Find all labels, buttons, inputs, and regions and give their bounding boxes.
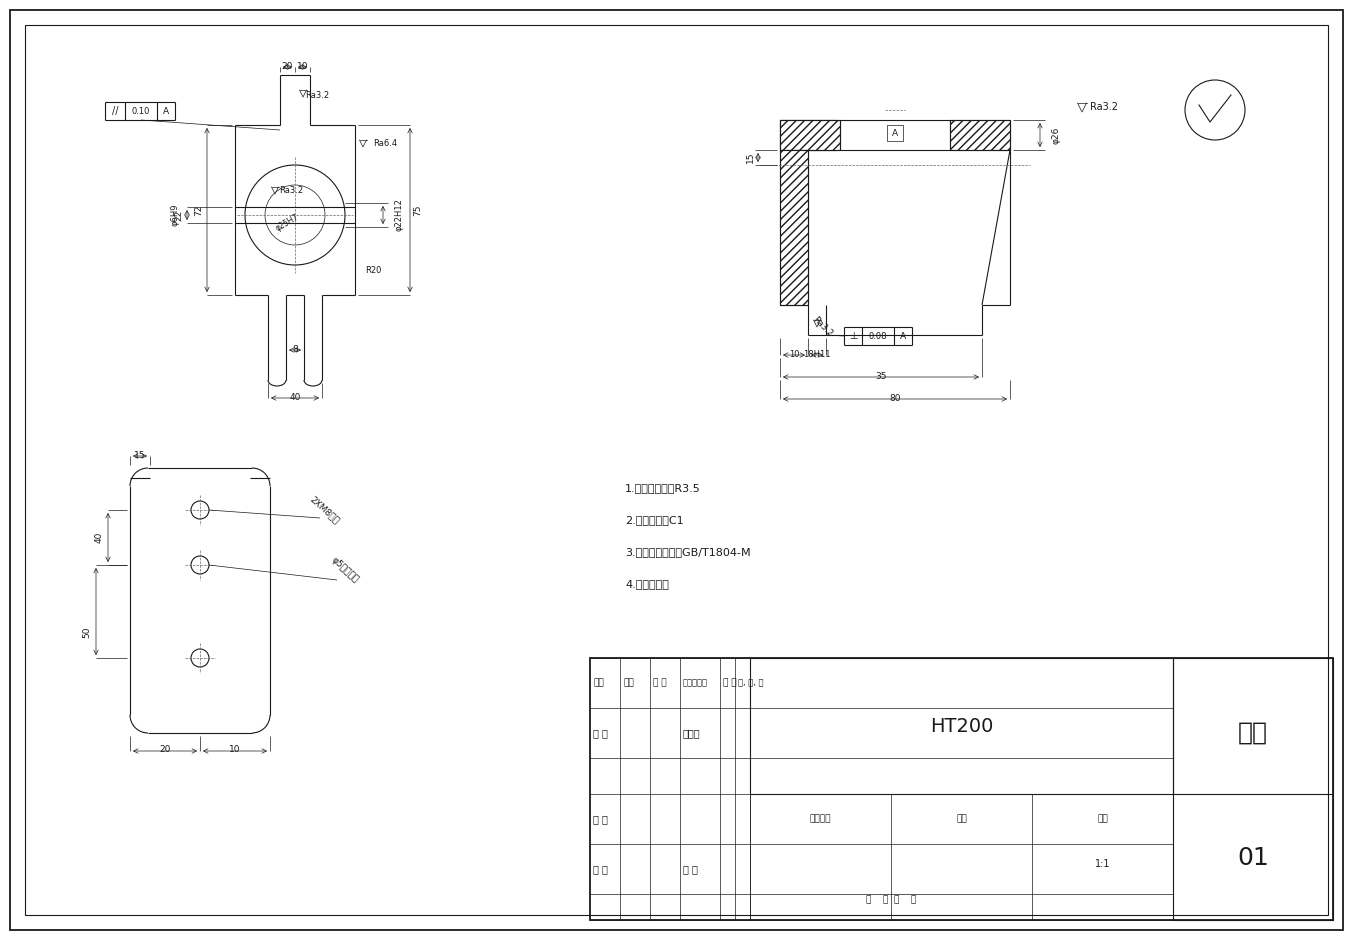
Text: 0.10: 0.10 (131, 106, 150, 116)
Bar (1173, 658, 1333, 920)
Bar (779, 120, 835, 150)
Text: 阶段标记: 阶段标记 (809, 815, 831, 823)
Bar (779, 150, 808, 305)
Text: φ26: φ26 (1051, 126, 1061, 144)
Text: 18H11: 18H11 (804, 350, 831, 358)
Text: ⊥: ⊥ (848, 331, 858, 341)
Bar (779, 120, 840, 150)
Text: 50: 50 (83, 626, 92, 637)
Text: 标准化: 标准化 (683, 728, 701, 738)
Text: 80: 80 (889, 394, 901, 402)
Text: 15: 15 (134, 450, 146, 460)
Text: 15: 15 (746, 151, 755, 163)
Text: 8: 8 (292, 344, 298, 353)
Text: 工 艺: 工 艺 (593, 864, 607, 874)
Text: Ra3.2: Ra3.2 (279, 185, 303, 195)
Text: 2.未标注倒角C1: 2.未标注倒角C1 (625, 515, 683, 525)
Text: 共    张  第    张: 共 张 第 张 (866, 896, 916, 904)
Text: A: A (892, 129, 898, 137)
Text: 更改文件号: 更改文件号 (683, 679, 708, 687)
Text: Ra6.4: Ra6.4 (373, 138, 396, 148)
Text: A: A (162, 106, 169, 116)
Bar (888, 125, 902, 141)
Text: Ra3.2: Ra3.2 (810, 315, 833, 338)
Text: 22: 22 (175, 210, 184, 221)
Text: 1.未注图角半径R3.5: 1.未注图角半径R3.5 (625, 483, 701, 493)
Text: 审 核: 审 核 (593, 814, 607, 824)
Text: 2XM8通孔: 2XM8通孔 (308, 494, 341, 525)
Bar (950, 120, 1009, 150)
Text: 10: 10 (296, 61, 308, 70)
Text: 拨叉: 拨叉 (1238, 721, 1268, 745)
Text: A: A (900, 332, 907, 340)
Text: 01: 01 (1237, 846, 1269, 870)
Text: φ5锥孔制作: φ5锥孔制作 (330, 556, 360, 585)
Text: 处数: 处数 (622, 679, 633, 687)
Text: 40: 40 (95, 531, 103, 542)
Text: Ra3.2: Ra3.2 (1091, 102, 1118, 112)
Text: 20: 20 (281, 61, 294, 70)
Text: 0.08: 0.08 (869, 332, 888, 340)
Text: R20: R20 (365, 265, 382, 274)
Text: //: // (112, 106, 118, 116)
Text: φ6H9: φ6H9 (170, 204, 180, 227)
Text: 20: 20 (160, 745, 170, 755)
Text: 比例: 比例 (1097, 815, 1108, 823)
Text: 重量: 重量 (957, 815, 967, 823)
Text: 签 名: 签 名 (723, 679, 736, 687)
Text: φ22H12: φ22H12 (395, 198, 403, 231)
Text: 3.未标注公差按照GB/T1804-M: 3.未标注公差按照GB/T1804-M (625, 547, 751, 557)
Text: 设 计: 设 计 (593, 728, 607, 738)
Text: 分 区: 分 区 (653, 679, 667, 687)
Text: 10: 10 (229, 745, 241, 755)
Text: 年, 月, 日: 年, 月, 日 (737, 679, 763, 687)
Text: 75: 75 (414, 204, 422, 216)
Text: Ra3.2: Ra3.2 (304, 90, 329, 100)
Text: HT200: HT200 (930, 716, 993, 736)
Bar (750, 658, 1173, 794)
Text: 批 准: 批 准 (683, 864, 698, 874)
Text: 35: 35 (875, 371, 886, 381)
Text: φ25H7: φ25H7 (273, 212, 300, 233)
Text: 4.去尖角毛刺: 4.去尖角毛刺 (625, 579, 668, 589)
Text: 72: 72 (195, 204, 203, 215)
Text: 1:1: 1:1 (1095, 859, 1111, 870)
Bar (590, 658, 1333, 920)
Text: 40: 40 (290, 393, 300, 401)
Text: 标记: 标记 (593, 679, 603, 687)
Text: 10: 10 (789, 350, 800, 358)
